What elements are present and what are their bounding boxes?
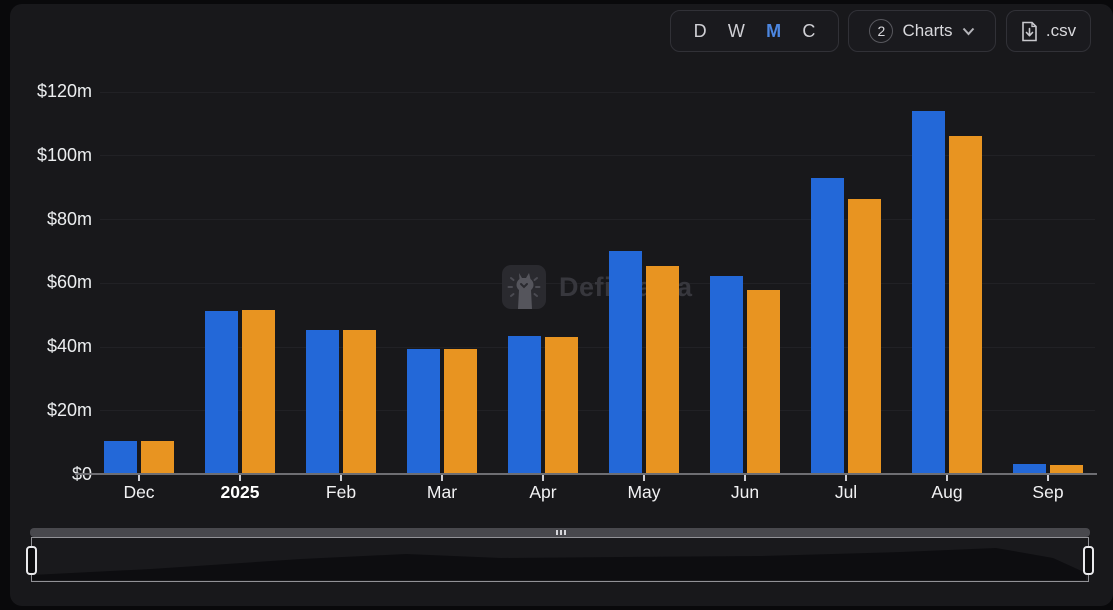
bar-blue-Mar[interactable] xyxy=(407,348,440,474)
x-axis-tick-label: Feb xyxy=(325,482,357,502)
bar-blue-2025[interactable] xyxy=(205,310,238,474)
file-download-icon xyxy=(1022,21,1037,41)
datazoom-left-handle[interactable] xyxy=(26,546,37,575)
y-gridline xyxy=(100,346,1095,348)
x-axis-tick xyxy=(1047,474,1049,481)
bar-orange-Dec[interactable] xyxy=(141,440,174,474)
datazoom-shadow-silhouette xyxy=(32,548,1086,580)
csv-export-button[interactable]: .csv xyxy=(1006,10,1091,52)
chevron-down-icon xyxy=(962,27,974,35)
x-axis-tick xyxy=(643,474,645,481)
x-axis-tick-label: Sep xyxy=(1032,482,1064,502)
x-axis-tick-label: Aug xyxy=(931,482,963,502)
charts-dropdown-label: Charts xyxy=(902,21,953,40)
interval-monthly-button[interactable]: M xyxy=(766,20,782,41)
bar-orange-Jun[interactable] xyxy=(747,289,780,474)
y-gridline xyxy=(100,282,1095,284)
bar-blue-Jul[interactable] xyxy=(811,177,844,474)
scrollbar-grip-icon[interactable] xyxy=(556,530,566,535)
bar-blue-Sep[interactable] xyxy=(1013,464,1046,474)
bar-blue-Dec[interactable] xyxy=(104,440,137,474)
y-axis-tick-label: $20m xyxy=(46,399,92,420)
datazoom-right-handle[interactable] xyxy=(1083,546,1094,575)
bar-orange-Jul[interactable] xyxy=(848,198,881,474)
datazoom-brush-area[interactable] xyxy=(31,537,1089,582)
x-axis-tick xyxy=(542,474,544,481)
charts-dropdown-button[interactable]: 2 Charts xyxy=(848,10,996,52)
bar-orange-May[interactable] xyxy=(646,265,679,474)
y-gridline xyxy=(100,410,1095,412)
horizontal-scrollbar[interactable] xyxy=(30,528,1090,537)
bar-blue-Aug[interactable] xyxy=(912,110,945,474)
bar-orange-Mar[interactable] xyxy=(444,348,477,474)
bar-orange-Apr[interactable] xyxy=(545,336,578,474)
interval-daily-button[interactable]: D xyxy=(693,20,707,41)
x-axis-line xyxy=(75,473,1097,475)
y-axis-tick-label: $120m xyxy=(36,81,92,101)
bar-orange-Aug[interactable] xyxy=(949,136,982,474)
interval-cumulative-button[interactable]: C xyxy=(802,20,816,41)
x-axis-tick xyxy=(138,474,140,481)
x-axis-tick xyxy=(340,474,342,481)
x-axis-tick-label: Jun xyxy=(730,482,760,502)
charts-count-badge: 2 xyxy=(869,19,894,43)
interval-weekly-button[interactable]: W xyxy=(727,20,745,41)
y-axis-tick-label: $40m xyxy=(46,336,92,356)
x-axis-tick-label: 2025 xyxy=(220,482,260,502)
x-axis-tick xyxy=(744,474,746,481)
defillama-llama-logo-icon xyxy=(502,265,546,309)
x-axis-tick-label: Jul xyxy=(834,482,858,502)
bar-blue-Apr[interactable] xyxy=(508,335,541,474)
interval-segmented-control: D W M C xyxy=(670,10,839,52)
bar-blue-Jun[interactable] xyxy=(710,276,743,474)
csv-button-label: .csv xyxy=(1045,21,1077,40)
bar-blue-May[interactable] xyxy=(609,250,642,474)
y-gridline xyxy=(100,155,1095,157)
y-gridline xyxy=(100,91,1095,93)
y-axis-tick-label: $100m xyxy=(36,144,92,165)
x-axis-tick xyxy=(239,474,241,481)
y-axis-tick-label: $80m xyxy=(46,208,92,229)
bar-orange-Sep[interactable] xyxy=(1050,465,1083,474)
x-axis-tick xyxy=(946,474,948,481)
y-gridline xyxy=(100,219,1095,220)
x-axis-tick-label: May xyxy=(627,482,661,502)
x-axis-tick-label: Mar xyxy=(426,482,458,502)
x-axis-tick xyxy=(845,474,847,481)
x-axis-tick-label: Apr xyxy=(529,482,557,502)
bar-blue-Feb[interactable] xyxy=(306,329,339,474)
bar-orange-2025[interactable] xyxy=(242,309,275,474)
bar-orange-Feb[interactable] xyxy=(343,329,376,474)
x-axis-tick-label: Dec xyxy=(123,482,155,502)
x-axis-tick xyxy=(441,474,443,481)
y-axis-tick-label: $60m xyxy=(46,272,92,293)
